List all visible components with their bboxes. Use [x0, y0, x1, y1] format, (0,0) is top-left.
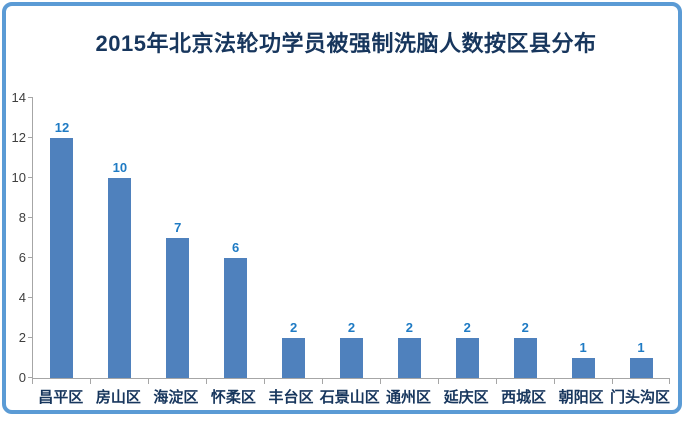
y-axis-tick-label: 0 — [18, 370, 26, 385]
x-axis-tick-mark — [264, 378, 265, 384]
bar — [50, 138, 74, 378]
bars-container: 12 10 7 6 2 2 2 2 2 1 1 — [33, 98, 670, 378]
y-axis-tick-label: 10 — [11, 170, 26, 185]
bar-value-label: 6 — [232, 240, 240, 255]
chart-title: 2015年北京法轮功学员被强制洗脑人数按区县分布 — [95, 31, 597, 56]
y-axis-tick-mark — [28, 297, 33, 298]
x-axis-tick-mark — [554, 378, 555, 384]
x-axis-tick-mark — [612, 378, 613, 384]
y-axis-tick-mark — [28, 337, 33, 338]
x-axis-category-label: 丰台区 — [268, 389, 314, 406]
bar-slot: 2 — [323, 98, 381, 378]
bar-value-label: 2 — [521, 320, 529, 335]
bar — [166, 238, 190, 378]
bar — [455, 338, 479, 378]
x-axis-tick-mark — [90, 378, 91, 384]
bar-slot: 10 — [91, 98, 149, 378]
x-axis-category-label: 昌平区 — [38, 389, 84, 406]
bar — [108, 178, 132, 378]
bar-value-label: 2 — [347, 320, 356, 335]
bar-value-label: 2 — [463, 320, 471, 335]
bar — [571, 358, 595, 378]
x-axis-category-label: 通州区 — [386, 389, 432, 406]
x-axis-tick-mark — [438, 378, 439, 384]
x-axis-tick-mark — [380, 378, 381, 384]
bar-slot: 1 — [554, 98, 612, 378]
x-axis-tick-mark — [148, 378, 149, 384]
x-axis-category-label: 房山区 — [95, 389, 141, 406]
y-axis-tick-mark — [28, 97, 33, 98]
bar-slot: 12 — [33, 98, 91, 378]
y-axis-tick-mark — [28, 137, 33, 138]
y-axis-tick-label: 6 — [18, 250, 26, 265]
x-axis: 昌平区 房山区 海淀区 怀柔区 丰台区 石景山区 通州区 延庆区 西城区 朝阳区 门头沟区 — [32, 378, 670, 408]
y-axis-tick-mark — [28, 217, 33, 218]
bar-value-label: 12 — [54, 120, 70, 135]
bar-slot: 7 — [149, 98, 207, 378]
bar-value-label: 10 — [112, 160, 128, 175]
bar — [224, 258, 248, 378]
x-axis-category-label: 西城区 — [501, 389, 547, 406]
bar-value-label: 2 — [289, 320, 298, 335]
x-axis-category-label: 石景山区 — [319, 389, 380, 406]
x-axis-category-label: 怀柔区 — [210, 389, 256, 406]
x-axis-category-label: 海淀区 — [153, 389, 199, 406]
x-axis-tick-mark — [322, 378, 323, 384]
x-labels-container: 昌平区 房山区 海淀区 怀柔区 丰台区 石景山区 通州区 延庆区 西城区 朝阳区 门头沟区 — [32, 379, 670, 408]
bar-slot: 1 — [612, 98, 670, 378]
x-axis-tick-mark — [206, 378, 207, 384]
x-axis-category-label: 延庆区 — [443, 389, 489, 406]
bar-value-label: 1 — [637, 340, 645, 355]
bar-value-label: 7 — [174, 220, 182, 235]
x-axis-tick-mark — [496, 378, 497, 384]
x-axis-category-label: 朝阳区 — [558, 389, 604, 406]
x-axis-category-label: 门头沟区 — [609, 389, 670, 406]
bar-slot: 2 — [438, 98, 496, 378]
y-axis-tick-label: 8 — [18, 210, 26, 225]
plot-area: 12 10 7 6 2 2 2 2 2 1 1 0 2 4 6 8 10 12 14 — [12, 91, 670, 385]
bar-value-label: 1 — [579, 340, 587, 355]
bar — [513, 338, 537, 378]
y-axis-tick-label: 12 — [11, 130, 26, 145]
bar-slot: 6 — [207, 98, 265, 378]
bar — [282, 338, 306, 378]
x-axis-tick-mark — [669, 378, 670, 384]
bar — [629, 358, 653, 378]
y-axis-tick-mark — [28, 177, 33, 178]
bar-slot: 2 — [496, 98, 554, 378]
y-axis-tick-mark — [28, 257, 33, 258]
y-axis-tick-label: 2 — [18, 330, 26, 345]
x-axis-tick-mark — [32, 378, 33, 384]
bar — [339, 338, 363, 378]
bar-value-label: 2 — [405, 320, 413, 335]
bar-slot: 2 — [265, 98, 323, 378]
y-axis-tick-mark — [28, 377, 33, 378]
bar-slot: 2 — [380, 98, 438, 378]
y-axis-tick-label: 4 — [18, 290, 26, 305]
bar — [397, 338, 421, 378]
y-axis-tick-label: 14 — [11, 90, 26, 105]
